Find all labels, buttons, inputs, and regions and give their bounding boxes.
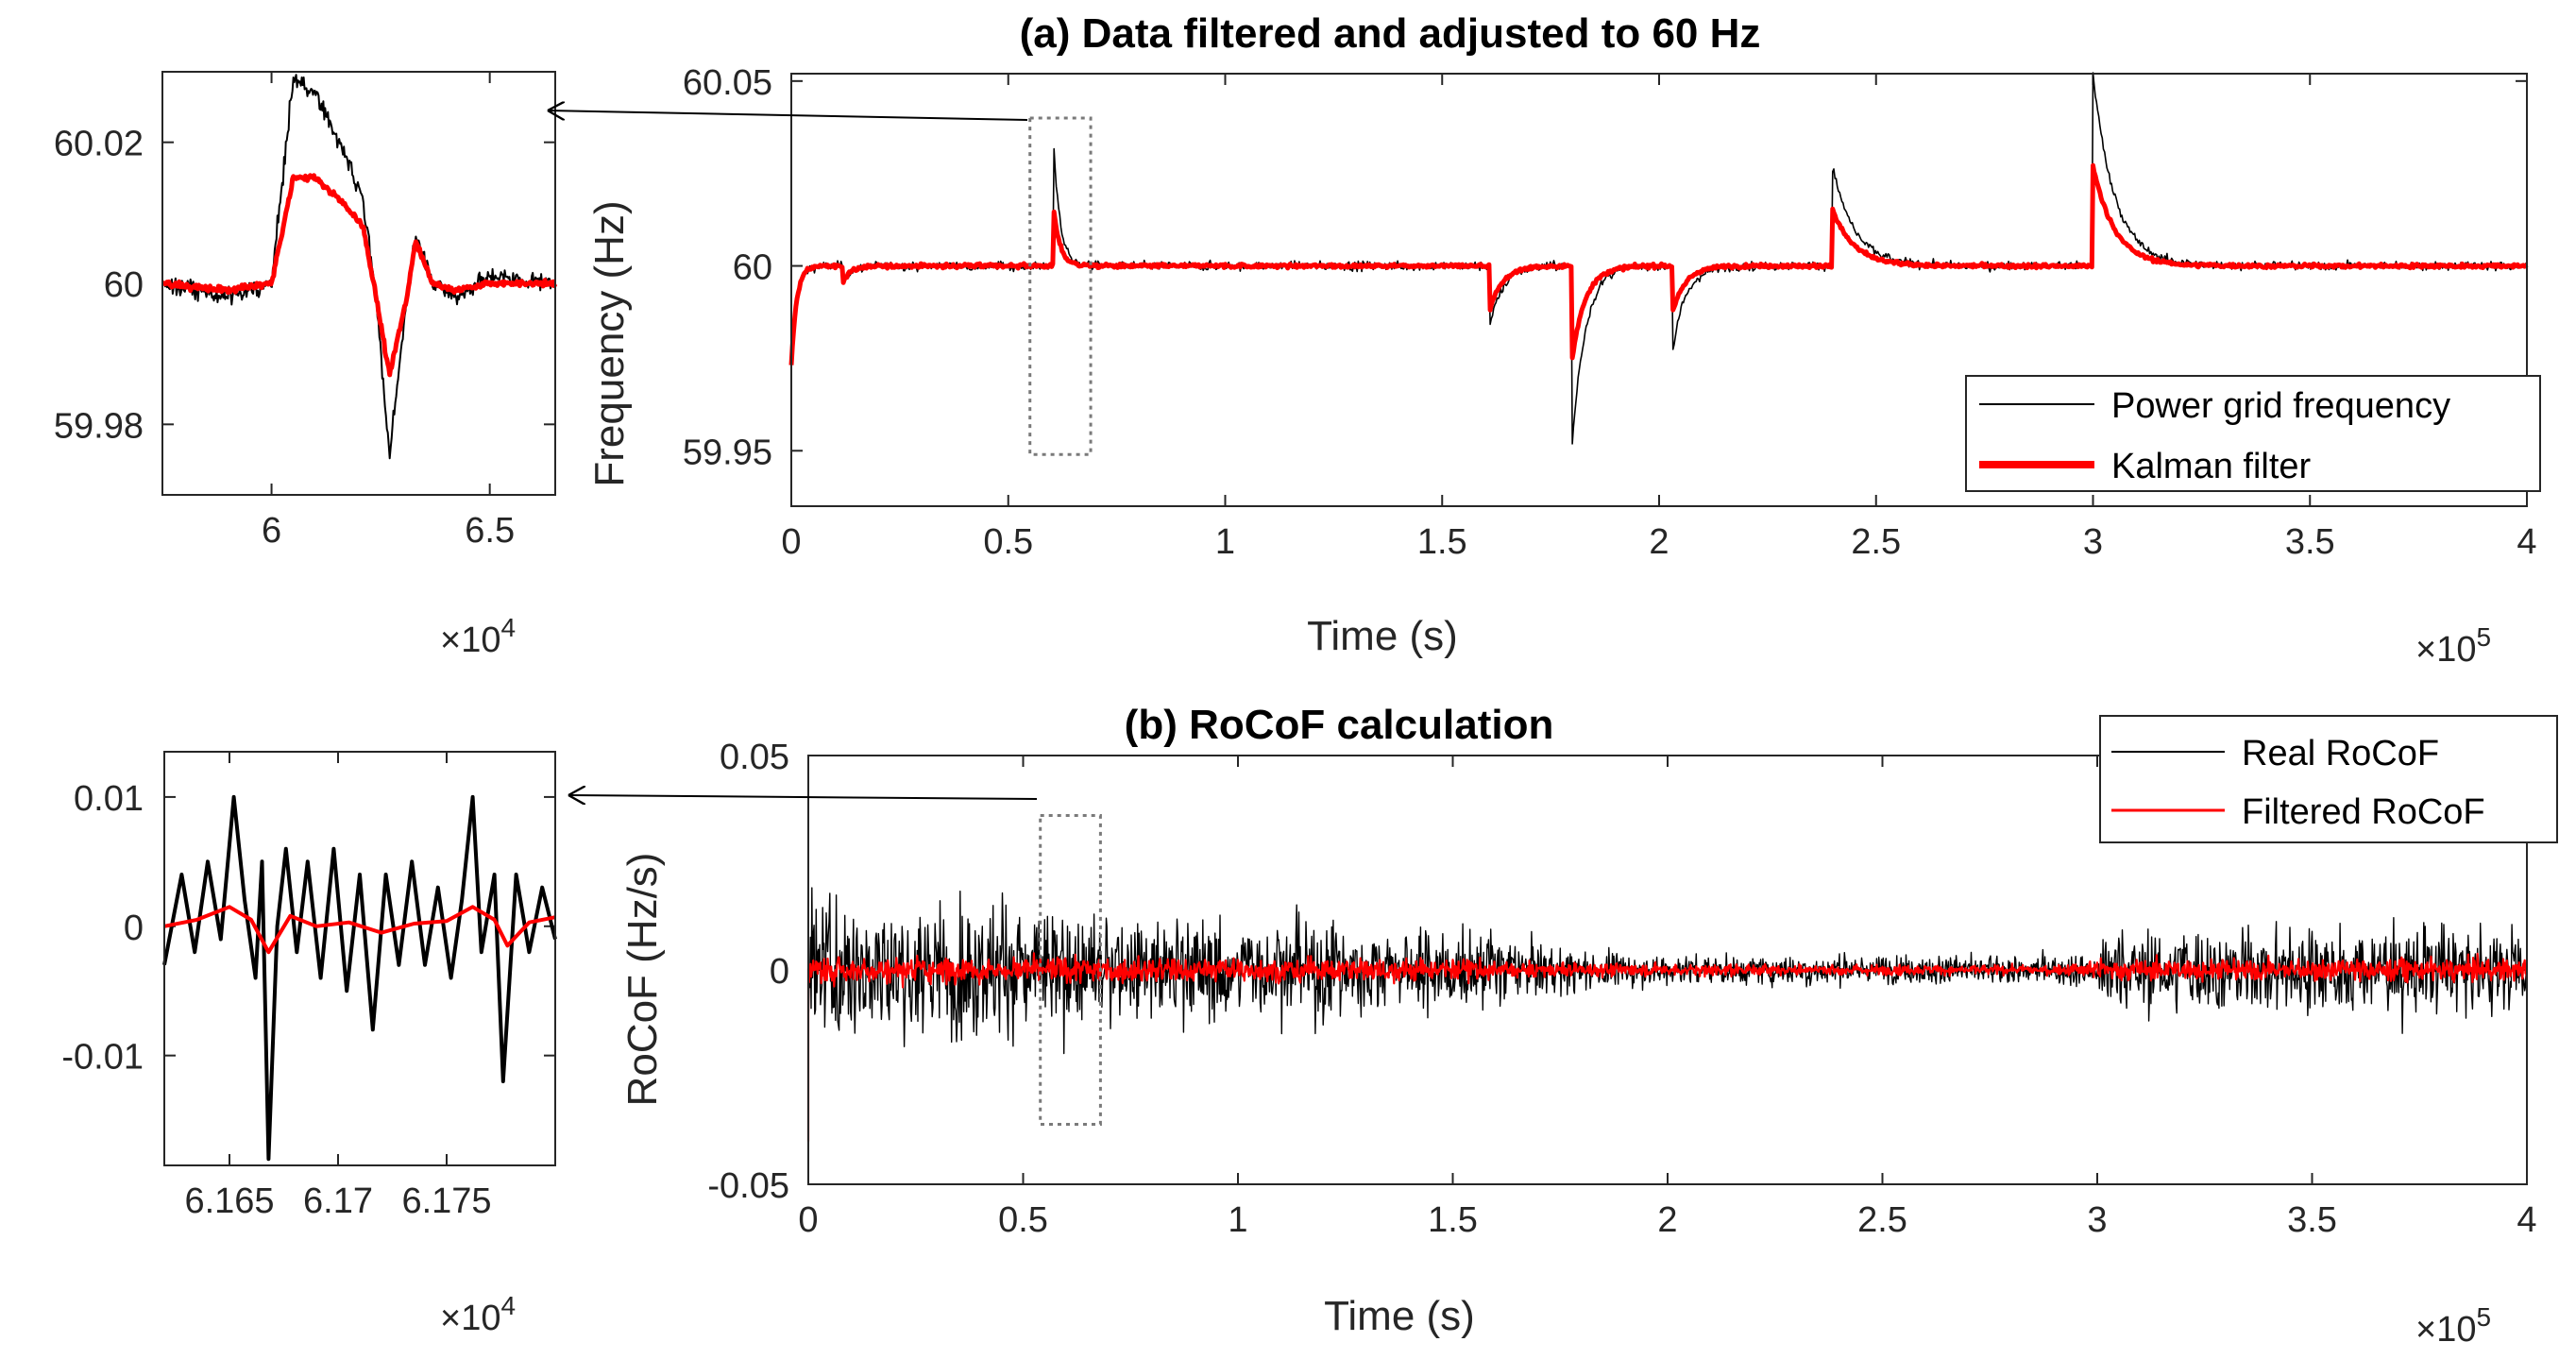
y-tick-label: 0.01 <box>74 779 144 819</box>
x-tick-label: 6 <box>262 511 281 551</box>
axes-box <box>790 73 2528 507</box>
zoom-arrow-a <box>548 110 1028 121</box>
x-tick-label: 3 <box>2083 522 2103 562</box>
x-tick-label: 1.5 <box>1417 522 1467 562</box>
panel-b-ylabel: RoCoF (Hz/s) <box>619 853 666 1107</box>
legend-b-label-1: Real RoCoF <box>2242 734 2439 773</box>
x-tick-label: 0 <box>798 1200 818 1240</box>
panel-b-inset-chart: ×104 6.165 6.17 6.175 -0.01 0 0.01 <box>61 751 557 1338</box>
zoom-box-b <box>1039 814 1102 1126</box>
panel-b-inset-x-multiplier: ×104 <box>440 1291 516 1338</box>
series-filtered-rocof <box>806 952 2529 1142</box>
x-tick-label: 1.5 <box>1428 1200 1478 1240</box>
panel-a-inset-chart: ×104 6 6.5 59.98 60 60.02 <box>54 71 558 660</box>
series-kalman-filter <box>161 173 558 378</box>
panel-a-xlabel: Time (s) <box>1307 613 1458 659</box>
x-tick-label: 1 <box>1215 522 1235 562</box>
x-tick-label: 0.5 <box>983 522 1033 562</box>
y-tick-label: 60.02 <box>54 125 144 164</box>
x-tick-label: 6.17 <box>303 1181 373 1221</box>
x-tick-label: 2.5 <box>1851 522 1901 562</box>
x-tick-label: 3.5 <box>2285 522 2335 562</box>
legend-a-label-1: Power grid frequency <box>2111 386 2450 426</box>
x-tick-label: 2 <box>1649 522 1669 562</box>
series-kalman-filter <box>788 162 2529 365</box>
panel-b-title: (b) RoCoF calculation <box>1125 702 1554 748</box>
x-tick-label: 4 <box>2517 1200 2536 1240</box>
axes-box <box>161 71 556 496</box>
x-tick-label: 3.5 <box>2287 1200 2337 1240</box>
legend-a-box <box>1965 375 2541 492</box>
y-tick-label: -0.01 <box>61 1038 144 1078</box>
x-tick-label: 1 <box>1228 1200 1247 1240</box>
x-tick-label: 2.5 <box>1857 1200 1907 1240</box>
y-tick-label: 0.05 <box>720 738 789 777</box>
x-tick-label: 3 <box>2087 1200 2107 1240</box>
y-tick-label: 59.98 <box>54 406 144 446</box>
zoom-box-a <box>1028 116 1093 456</box>
legend-panel-b: Real RoCoF Filtered RoCoF <box>2099 715 2558 843</box>
panel-b-x-multiplier: ×105 <box>2415 1302 2491 1350</box>
x-tick-label: 2 <box>1657 1200 1677 1240</box>
panel-b-xlabel: Time (s) <box>1324 1293 1475 1339</box>
y-tick-label: -0.05 <box>707 1166 789 1206</box>
x-tick-label: 4 <box>2517 522 2536 562</box>
panel-a-x-multiplier: ×105 <box>2415 622 2491 670</box>
panel-a-title: (a) Data filtered and adjusted to 60 Hz <box>1020 10 1761 57</box>
y-tick-label: 0 <box>124 909 144 948</box>
y-tick-label: 59.95 <box>683 433 772 472</box>
panel-a-ylabel: Frequency (Hz) <box>586 200 633 486</box>
x-tick-label: 6.5 <box>465 511 515 551</box>
axes-box <box>163 751 556 1166</box>
plot-area <box>164 752 555 1165</box>
legend-b-label-2: Filtered RoCoF <box>2242 792 2485 832</box>
zoom-arrow-b <box>568 795 1038 799</box>
x-tick-label: 0 <box>781 522 801 562</box>
x-tick-label: 6.175 <box>401 1181 491 1221</box>
series-power-grid-frequency <box>161 74 556 460</box>
legend-panel-a: Power grid frequency Kalman filter <box>1965 375 2541 492</box>
panel-a-inset-x-multiplier: ×104 <box>440 613 516 660</box>
y-tick-label: 60 <box>733 248 772 288</box>
legend-a-label-2: Kalman filter <box>2111 447 2312 486</box>
y-tick-label: 60 <box>104 265 144 305</box>
axes-box <box>807 755 2528 1185</box>
series-filtered-rocof <box>163 905 556 955</box>
panel-a-main-chart: (a) Data filtered and adjusted to 60 Hz … <box>586 10 2537 670</box>
x-tick-label: 6.165 <box>184 1181 274 1221</box>
y-tick-label: 60.05 <box>683 63 772 103</box>
series-real-rocof <box>162 794 557 1162</box>
x-tick-label: 0.5 <box>998 1200 1048 1240</box>
y-tick-label: 0 <box>770 952 789 992</box>
legend-b-box <box>2099 715 2558 843</box>
